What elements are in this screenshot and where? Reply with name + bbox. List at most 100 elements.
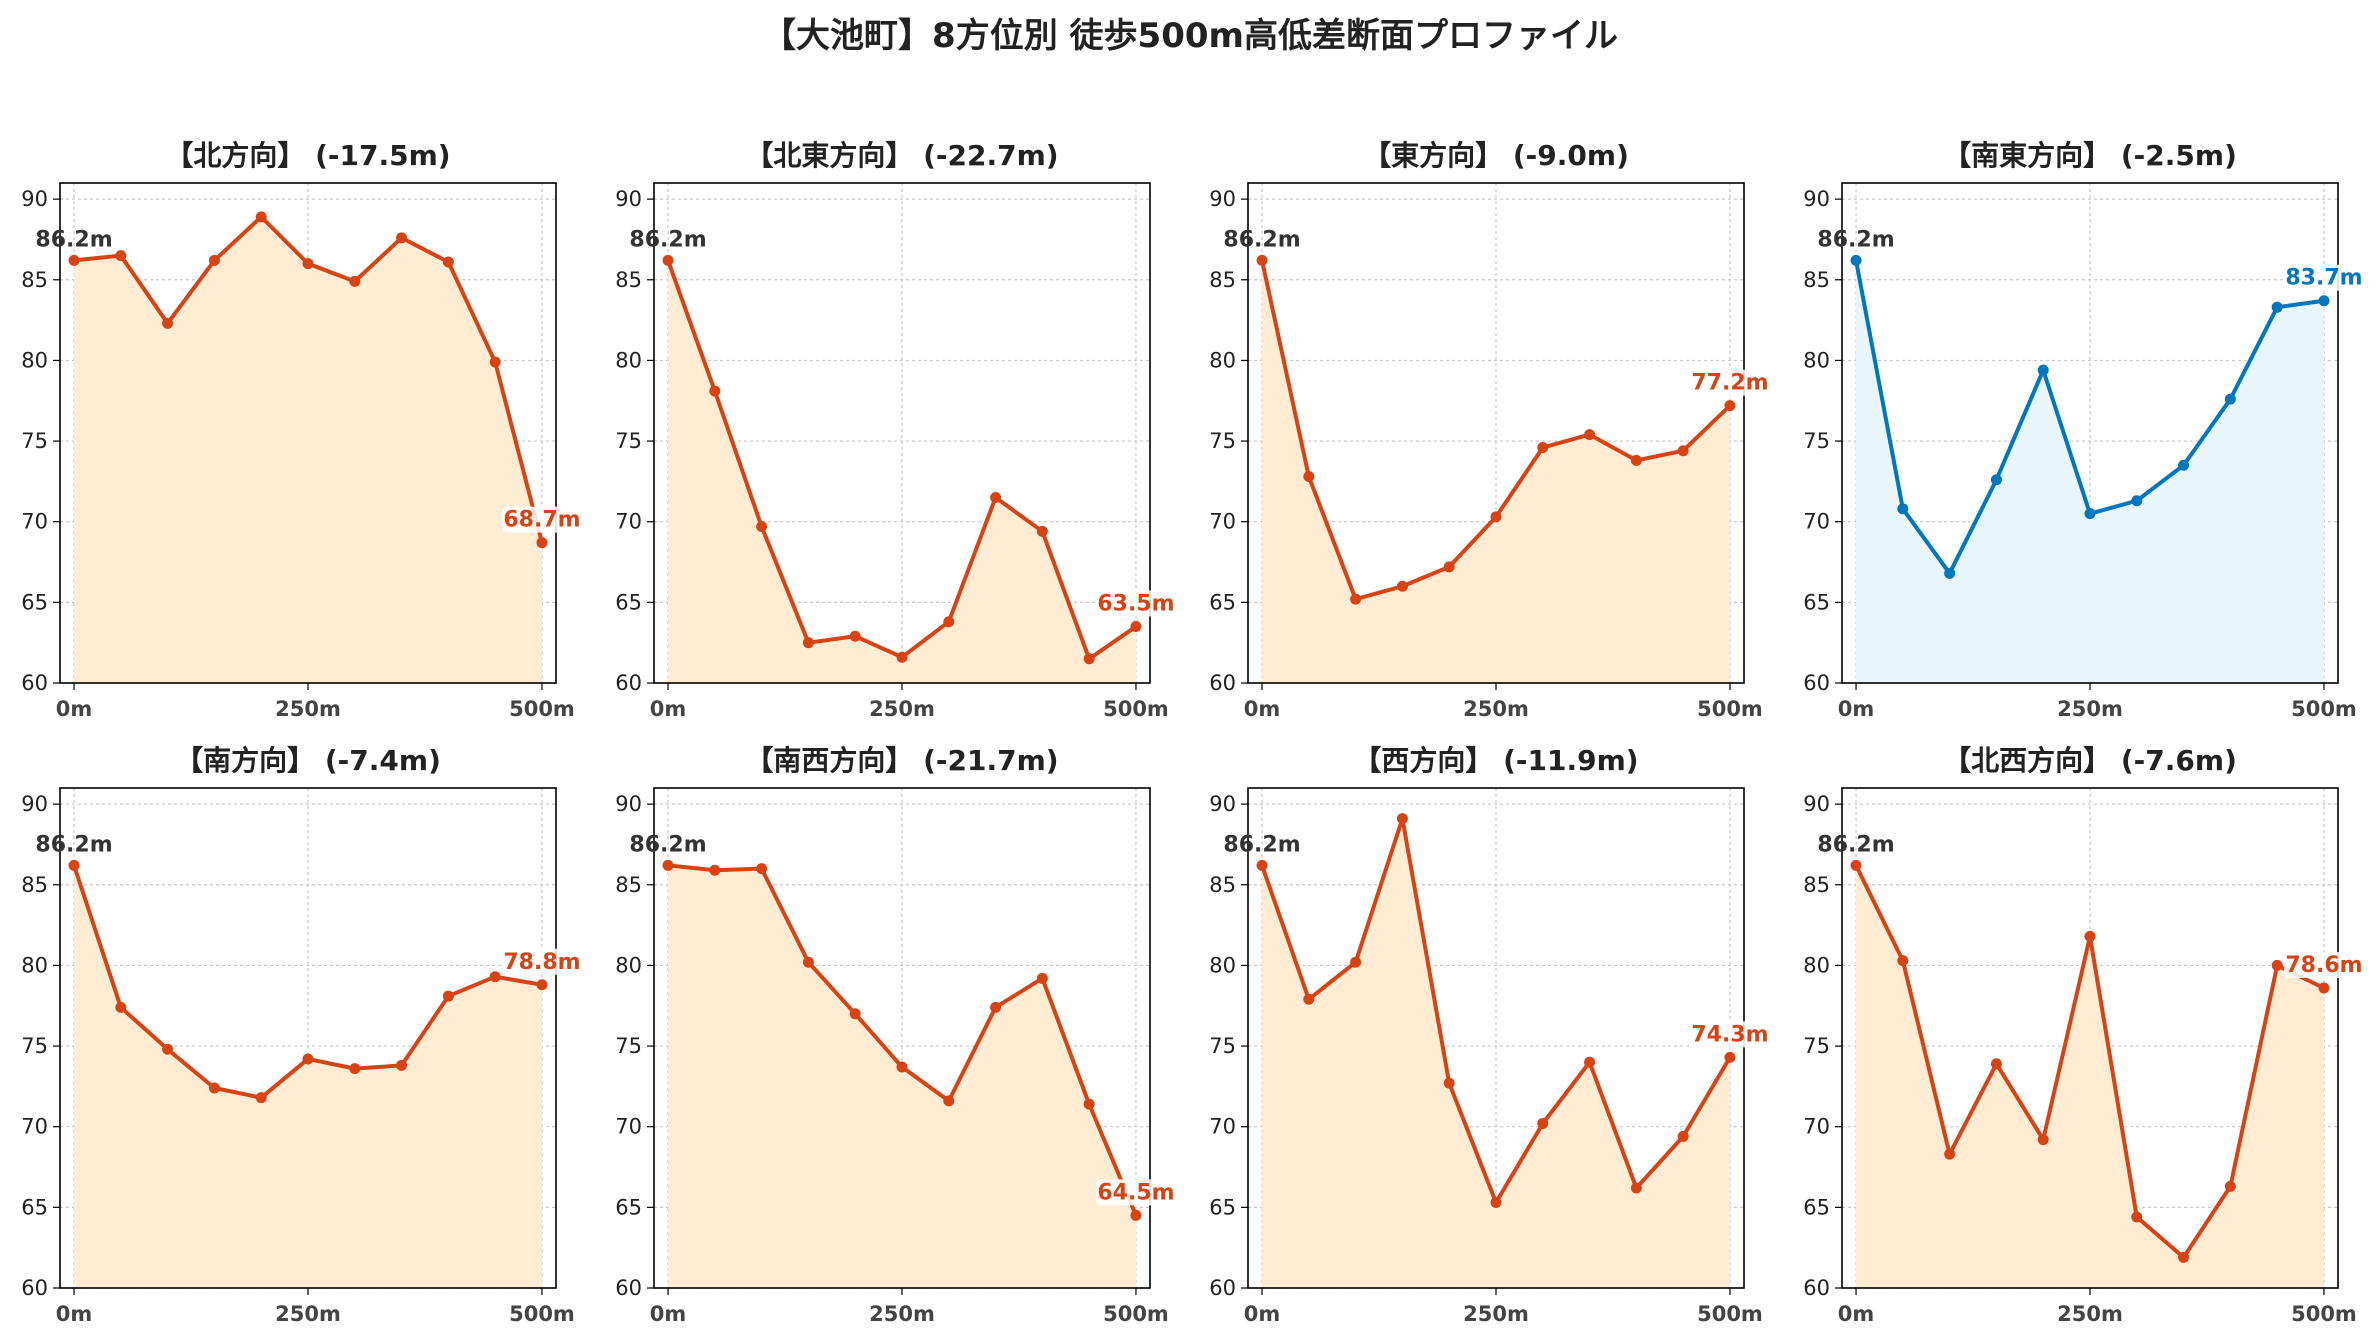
- figure-title: 【大池町】8方位別 徒歩500m高低差断面プロファイル: [762, 16, 1618, 56]
- start-elevation-label: 86.2m: [629, 227, 706, 252]
- x-tick-label: 0m: [1838, 1302, 1875, 1326]
- y-tick-label: 65: [1209, 1195, 1236, 1219]
- data-point: [2131, 495, 2143, 507]
- y-tick-label: 85: [21, 268, 48, 292]
- x-tick-label: 0m: [650, 1302, 687, 1326]
- data-point: [896, 1061, 908, 1073]
- data-point: [2271, 959, 2283, 971]
- data-point: [1130, 1209, 1142, 1221]
- data-point: [1584, 1056, 1596, 1068]
- y-tick-label: 65: [1803, 590, 1830, 614]
- x-tick-label: 0m: [1244, 1302, 1281, 1326]
- chart-panel-1: 【北方向】 (-17.5m) 60 65 70 75 80 85 90 0m 250m 500m 86…: [21, 139, 582, 721]
- data-point: [1350, 593, 1362, 605]
- data-point: [2318, 982, 2330, 994]
- x-tick-label: 500m: [2291, 697, 2357, 721]
- start-elevation-label: 86.2m: [1223, 227, 1300, 252]
- data-point: [1944, 1148, 1956, 1160]
- y-tick-label: 65: [1209, 590, 1236, 614]
- data-point: [1850, 254, 1862, 266]
- y-tick-label: 75: [1209, 1034, 1236, 1058]
- data-point: [396, 232, 408, 244]
- y-tick-label: 80: [615, 348, 642, 372]
- data-point: [1990, 1058, 2002, 1070]
- data-point: [1256, 859, 1268, 871]
- y-tick-label: 90: [1209, 792, 1236, 816]
- data-point: [2178, 1251, 2190, 1263]
- y-tick-label: 60: [615, 1276, 642, 1300]
- y-tick-label: 85: [1803, 873, 1830, 897]
- panel-title: 【北西方向】 (-7.6m): [1943, 744, 2237, 777]
- y-tick-label: 75: [21, 429, 48, 453]
- x-tick-label: 250m: [275, 697, 341, 721]
- plot-frame: [653, 787, 1151, 1289]
- data-point: [68, 859, 80, 871]
- panel-title: 【西方向】 (-11.9m): [1353, 744, 1638, 777]
- data-point: [2084, 508, 2096, 520]
- y-tick-label: 60: [21, 1276, 48, 1300]
- panel-title: 【南方向】 (-7.4m): [175, 744, 441, 777]
- data-point: [802, 637, 814, 649]
- y-tick-label: 70: [21, 1115, 48, 1139]
- y-tick-label: 65: [21, 1195, 48, 1219]
- data-point: [68, 254, 80, 266]
- panel-title: 【南西方向】 (-21.7m): [745, 744, 1058, 777]
- y-tick-label: 65: [1803, 1195, 1830, 1219]
- data-point: [849, 1008, 861, 1020]
- chart-panel-2: 【北東方向】 (-22.7m) 60 65 70 75 80 85 90 0m 250m 500m 8…: [615, 139, 1176, 721]
- x-tick-label: 500m: [2291, 1302, 2357, 1326]
- data-point: [1897, 503, 1909, 515]
- y-tick-label: 90: [615, 187, 642, 211]
- data-point: [162, 317, 174, 329]
- y-tick-label: 75: [615, 429, 642, 453]
- y-tick-label: 90: [1209, 187, 1236, 211]
- y-tick-label: 90: [21, 187, 48, 211]
- end-elevation-label: 74.3m: [1691, 1022, 1768, 1047]
- data-point: [1083, 1098, 1095, 1110]
- data-point: [2224, 393, 2236, 405]
- y-tick-label: 65: [21, 590, 48, 614]
- chart-panel-8: 【北西方向】 (-7.6m) 60 65 70 75 80 85 90 0m 250m 500m 86…: [1803, 744, 2364, 1326]
- data-point: [943, 616, 955, 628]
- panel-title: 【東方向】 (-9.0m): [1363, 139, 1629, 172]
- y-tick-label: 60: [21, 671, 48, 695]
- area-fill: [668, 260, 1136, 683]
- data-point: [943, 1095, 955, 1107]
- data-point: [536, 537, 548, 549]
- y-tick-label: 70: [1803, 510, 1830, 534]
- data-point: [1303, 471, 1315, 483]
- data-point: [1036, 972, 1048, 984]
- plot-frame: [59, 182, 557, 684]
- end-elevation-label: 77.2m: [1691, 371, 1768, 396]
- data-point: [662, 859, 674, 871]
- data-point: [1897, 955, 1909, 967]
- data-point: [2224, 1180, 2236, 1192]
- data-point: [2037, 1134, 2049, 1146]
- x-tick-label: 0m: [56, 697, 93, 721]
- data-point: [442, 990, 454, 1002]
- chart-panel-7: 【西方向】 (-11.9m) 60 65 70 75 80 85 90 0m 250m 500m 86…: [1209, 744, 1770, 1326]
- data-point: [255, 1092, 267, 1104]
- y-tick-label: 70: [1209, 1115, 1236, 1139]
- area-fill: [74, 216, 542, 683]
- end-label-bg: [1095, 1179, 1176, 1206]
- y-tick-label: 75: [1803, 1034, 1830, 1058]
- data-point: [662, 254, 674, 266]
- area-fill: [1856, 260, 2324, 683]
- data-point: [1396, 580, 1408, 592]
- start-elevation-label: 86.2m: [35, 832, 112, 857]
- data-point: [208, 1082, 220, 1094]
- data-point: [1537, 1117, 1549, 1129]
- start-elevation-label: 86.2m: [1223, 832, 1300, 857]
- data-point: [162, 1043, 174, 1055]
- data-point: [1677, 1130, 1689, 1142]
- data-point: [1490, 511, 1502, 523]
- data-point: [990, 492, 1002, 504]
- area-fill: [1856, 865, 2324, 1288]
- data-point: [1396, 813, 1408, 825]
- data-point: [349, 1063, 361, 1075]
- x-tick-label: 500m: [1697, 697, 1763, 721]
- x-tick-label: 250m: [869, 697, 935, 721]
- plot-frame: [1841, 787, 2339, 1289]
- y-tick-label: 60: [1803, 671, 1830, 695]
